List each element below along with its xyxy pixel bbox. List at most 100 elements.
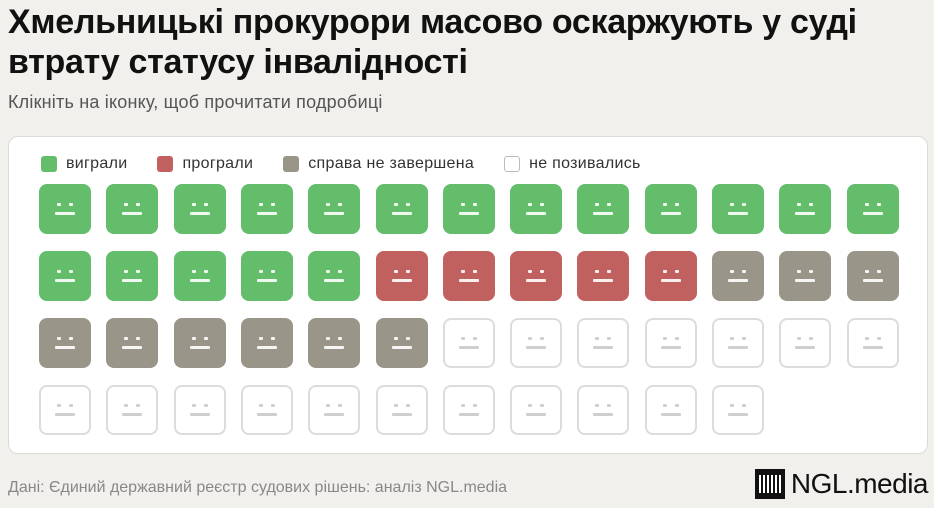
waffle-tile-not-sued[interactable] — [173, 385, 226, 435]
neutral-face-icon — [714, 387, 762, 433]
neutral-face-icon — [310, 387, 358, 433]
neutral-face-icon — [714, 320, 762, 366]
neutral-face-icon — [174, 251, 226, 301]
neutral-face-icon — [645, 251, 697, 301]
waffle-tile-won[interactable] — [39, 184, 91, 234]
waffle-tile-not-sued[interactable] — [442, 318, 495, 368]
waffle-tile-lost[interactable] — [510, 251, 563, 301]
waffle-tile-won[interactable] — [779, 184, 832, 234]
waffle-tile-not-sued[interactable] — [442, 385, 495, 435]
waffle-tile-pending[interactable] — [39, 318, 91, 368]
legend-item-not-sued: не позивались — [504, 155, 641, 173]
neutral-face-icon — [308, 318, 360, 368]
waffle-tile-not-sued[interactable] — [712, 318, 764, 368]
waffle-tile-pending[interactable] — [240, 318, 293, 368]
neutral-face-icon — [577, 251, 629, 301]
waffle-tile-won[interactable] — [39, 251, 91, 301]
neutral-face-icon — [376, 318, 428, 368]
legend-label: виграли — [66, 155, 128, 172]
waffle-tile-won[interactable] — [510, 184, 563, 234]
neutral-face-icon — [712, 184, 764, 234]
neutral-face-icon — [39, 184, 91, 234]
waffle-tile-won[interactable] — [106, 184, 159, 234]
chart-title: Хмельницькі прокурори масово оскаржують … — [8, 3, 857, 81]
waffle-tile-won[interactable] — [240, 251, 293, 301]
legend-item-won: виграли — [41, 155, 127, 173]
source-note: Дані: Єдиний державний реєстр судових рі… — [8, 479, 508, 496]
waffle-tile-won[interactable] — [173, 251, 226, 301]
neutral-face-icon — [443, 184, 495, 234]
waffle-tile-not-sued[interactable] — [240, 385, 293, 435]
waffle-tile-pending[interactable] — [375, 318, 428, 368]
waffle-tile-not-sued[interactable] — [577, 318, 630, 368]
waffle-tile-lost[interactable] — [375, 251, 428, 301]
ngl-logo-icon — [754, 469, 785, 499]
neutral-face-icon — [847, 251, 899, 301]
neutral-face-icon — [512, 320, 560, 366]
waffle-tile-won[interactable] — [308, 251, 361, 301]
waffle-tile-won[interactable] — [712, 184, 764, 234]
waffle-tile-not-sued[interactable] — [510, 385, 563, 435]
waffle-tile-won[interactable] — [308, 184, 361, 234]
waffle-tile-not-sued[interactable] — [577, 385, 630, 435]
legend-label: не позивались — [529, 155, 641, 172]
neutral-face-icon — [39, 251, 91, 301]
neutral-face-icon — [241, 251, 293, 301]
neutral-face-icon — [445, 320, 493, 366]
waffle-tile-pending[interactable] — [779, 251, 832, 301]
neutral-face-icon — [176, 387, 224, 433]
waffle-tile-won[interactable] — [240, 184, 293, 234]
waffle-tile-not-sued[interactable] — [644, 318, 697, 368]
legend-swatch — [283, 156, 300, 172]
waffle-tile-not-sued[interactable] — [846, 318, 899, 368]
waffle-tile-not-sued[interactable] — [779, 318, 832, 368]
waffle-tile-lost[interactable] — [644, 251, 697, 301]
waffle-tile-pending[interactable] — [106, 318, 159, 368]
neutral-face-icon — [106, 318, 158, 368]
brand[interactable]: NGL.media — [754, 468, 929, 500]
legend-label: справа не завершена — [308, 155, 475, 172]
neutral-face-icon — [243, 387, 291, 433]
neutral-face-icon — [376, 184, 428, 234]
legend-swatch — [157, 156, 174, 172]
neutral-face-icon — [512, 387, 560, 433]
waffle-tile-pending[interactable] — [712, 251, 764, 301]
neutral-face-icon — [443, 251, 495, 301]
neutral-face-icon — [645, 184, 697, 234]
legend: виграли програли справа не завершена не поз… — [41, 153, 671, 175]
legend-swatch — [504, 156, 521, 172]
waffle-tile-pending[interactable] — [173, 318, 226, 368]
neutral-face-icon — [779, 184, 831, 234]
legend-item-lost: програли — [157, 155, 253, 173]
waffle-tile-lost[interactable] — [577, 251, 630, 301]
neutral-face-icon — [579, 387, 627, 433]
waffle-tile-not-sued[interactable] — [510, 318, 563, 368]
neutral-face-icon — [779, 251, 831, 301]
waffle-tile-not-sued[interactable] — [712, 385, 764, 435]
waffle-tile-won[interactable] — [644, 184, 697, 234]
waffle-tile-not-sued[interactable] — [39, 385, 91, 435]
legend-label: програли — [182, 155, 254, 172]
waffle-tile-won[interactable] — [442, 184, 495, 234]
waffle-tile-won[interactable] — [577, 184, 630, 234]
waffle-tile-won[interactable] — [106, 251, 159, 301]
waffle-tile-not-sued[interactable] — [644, 385, 697, 435]
neutral-face-icon — [510, 184, 562, 234]
waffle-tile-won[interactable] — [375, 184, 428, 234]
waffle-tile-not-sued[interactable] — [308, 385, 361, 435]
neutral-face-icon — [39, 318, 91, 368]
neutral-face-icon — [108, 387, 156, 433]
waffle-tile-lost[interactable] — [442, 251, 495, 301]
waffle-tile-pending[interactable] — [308, 318, 361, 368]
waffle-tile-not-sued[interactable] — [106, 385, 159, 435]
chart-subtitle: Клікніть на іконку, щоб прочитати подроб… — [8, 92, 383, 112]
waffle-tile-not-sued[interactable] — [375, 385, 428, 435]
neutral-face-icon — [510, 251, 562, 301]
neutral-face-icon — [647, 320, 695, 366]
waffle-tile-won[interactable] — [173, 184, 226, 234]
neutral-face-icon — [577, 184, 629, 234]
waffle-tile-pending[interactable] — [846, 251, 899, 301]
neutral-face-icon — [308, 184, 360, 234]
waffle-tile-won[interactable] — [846, 184, 899, 234]
neutral-face-icon — [445, 387, 493, 433]
